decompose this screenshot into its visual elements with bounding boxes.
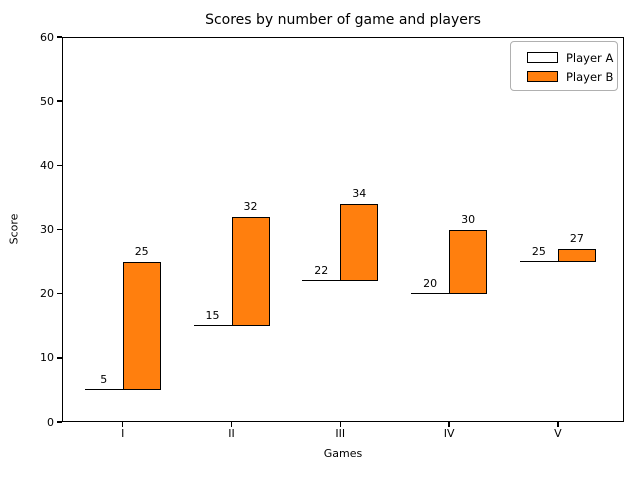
player-a-value-label: 15: [205, 308, 220, 322]
y-tick-label: 30: [40, 223, 54, 236]
player-b-value-label: 27: [569, 231, 584, 245]
player-a-bar: [84, 389, 123, 391]
player-b-bar: [449, 229, 488, 294]
y-tick-label: 0: [47, 415, 54, 429]
legend-swatch: [527, 52, 558, 63]
x-tick-mark: [448, 422, 450, 427]
legend-label: Player A: [566, 50, 614, 65]
player-a-bar: [411, 292, 450, 294]
legend-item: Player A: [527, 48, 617, 67]
y-tick-mark: [57, 164, 62, 167]
x-tick-label: IV: [443, 427, 455, 440]
player-a-bar: [193, 324, 232, 326]
y-tick-label: 60: [40, 30, 54, 44]
y-tick-mark: [57, 36, 62, 38]
legend-swatch: [527, 71, 558, 82]
player-a-value-label: 25: [531, 244, 546, 258]
y-tick-label: 20: [40, 287, 54, 301]
x-tick-label: II: [228, 427, 235, 440]
player-b-value-label: 34: [352, 186, 367, 200]
player-a-value-label: 20: [423, 276, 438, 290]
x-tick-mark: [122, 422, 124, 427]
x-tick-mark: [339, 422, 341, 427]
x-tick-mark: [557, 422, 559, 427]
y-tick-mark: [57, 100, 62, 102]
player-b-value-label: 32: [243, 199, 258, 213]
player-b-bar: [122, 261, 161, 390]
player-a-bar: [302, 280, 341, 282]
y-tick-mark: [57, 357, 62, 359]
player-b-value-label: 30: [461, 212, 476, 226]
x-tick-mark: [230, 422, 233, 427]
y-tick-mark: [57, 228, 62, 231]
player-b-value-label: 25: [134, 244, 149, 258]
player-a-bar: [519, 260, 558, 262]
player-b-bar: [340, 203, 379, 281]
y-tick-label: 50: [40, 94, 54, 108]
y-axis-label: Score: [7, 213, 21, 245]
chart-title: Scores by number of game and players: [205, 12, 481, 28]
y-tick-label: 10: [40, 351, 54, 365]
player-a-value-label: 5: [100, 372, 108, 386]
y-tick-label: 40: [40, 158, 54, 172]
x-tick-label: I: [121, 427, 125, 440]
y-tick-mark: [57, 292, 62, 295]
legend-label: Player B: [566, 69, 614, 84]
legend: Player A Player B: [510, 41, 618, 91]
player-a-value-label: 22: [314, 263, 329, 277]
x-tick-label: V: [554, 427, 562, 440]
y-tick-mark: [57, 421, 62, 423]
legend-item: Player B: [527, 67, 617, 86]
player-b-bar: [557, 248, 596, 262]
x-axis-label: Games: [323, 447, 363, 460]
player-b-bar: [231, 216, 270, 326]
x-tick-label: III: [335, 427, 346, 440]
